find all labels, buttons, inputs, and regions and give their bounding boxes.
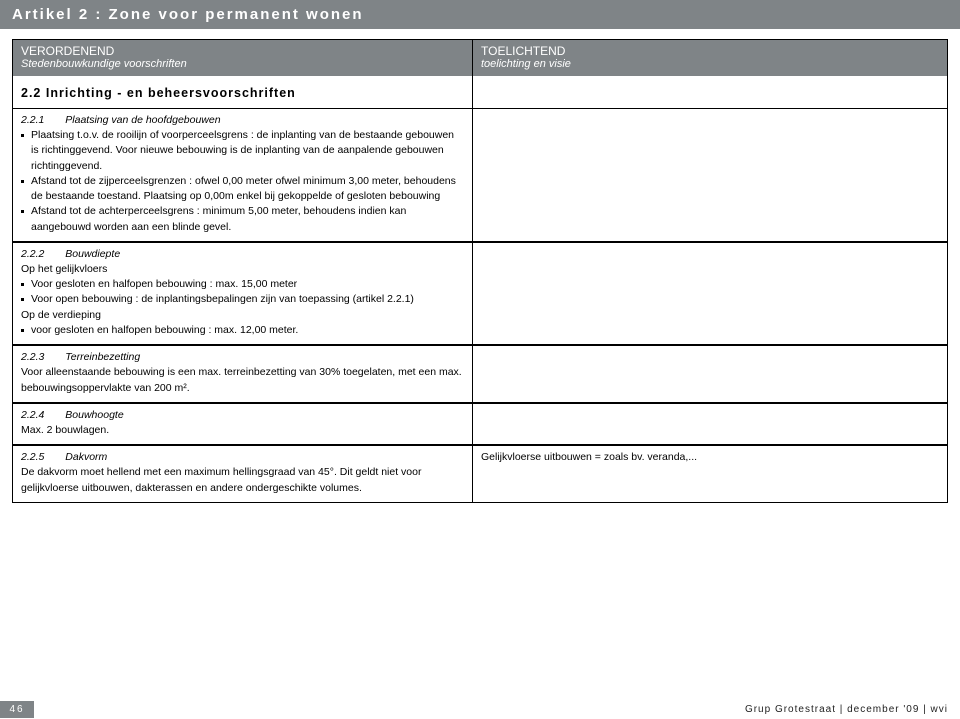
- header-right: TOELICHTEND toelichting en visie: [473, 40, 947, 76]
- cell-224-left: 2.2.4 Bouwhoogte Max. 2 bouwlagen.: [13, 404, 473, 444]
- header-left: VERORDENEND Stedenbouwkundige voorschrif…: [13, 40, 473, 76]
- sub-222-num: 2.2.2: [21, 248, 44, 260]
- cell-221-left: 2.2.1 Plaatsing van de hoofdgebouwen Pla…: [13, 109, 473, 241]
- list-item: Plaatsing t.o.v. de rooilijn of voorperc…: [21, 128, 464, 174]
- header-right-sub: toelichting en visie: [481, 58, 939, 70]
- page-footer: 46 Grup Grotestraat | december '09 | wvi: [0, 699, 960, 719]
- list-item: voor gesloten en halfopen bebouwing : ma…: [21, 323, 464, 338]
- sub-222-list2: voor gesloten en halfopen bebouwing : ma…: [21, 323, 464, 338]
- section-heading-right: [473, 76, 947, 108]
- row-223: 2.2.3 Terreinbezetting Voor alleenstaand…: [13, 345, 947, 403]
- sub-221-list: Plaatsing t.o.v. de rooilijn of voorperc…: [21, 128, 464, 235]
- cell-222-left: 2.2.2 Bouwdiepte Op het gelijkvloers Voo…: [13, 243, 473, 344]
- sub-225-heading: 2.2.5 Dakvorm: [21, 450, 464, 465]
- row-225: 2.2.5 Dakvorm De dakvorm moet hellend me…: [13, 445, 947, 503]
- sub-223-heading: 2.2.3 Terreinbezetting: [21, 350, 464, 365]
- sub-224-num: 2.2.4: [21, 409, 44, 421]
- cell-225-left: 2.2.5 Dakvorm De dakvorm moet hellend me…: [13, 446, 473, 502]
- sub-222-heading: 2.2.2 Bouwdiepte: [21, 247, 464, 262]
- page-number: 46: [0, 701, 34, 718]
- sub-225-body: De dakvorm moet hellend met een maximum …: [21, 465, 464, 495]
- cell-225-right: Gelijkvloerse uitbouwen = zoals bv. vera…: [473, 446, 947, 502]
- cell-222-right: [473, 243, 947, 344]
- sub-225-num: 2.2.5: [21, 451, 44, 463]
- sub-223-body: Voor alleenstaande bebouwing is een max.…: [21, 365, 464, 395]
- header-left-title: VERORDENEND: [21, 44, 464, 58]
- sub-223-num: 2.2.3: [21, 351, 44, 363]
- sub-221-heading: 2.2.1 Plaatsing van de hoofdgebouwen: [21, 113, 464, 128]
- section-heading-row: 2.2 Inrichting - en beheersvoorschriften: [13, 76, 947, 108]
- section-heading: 2.2 Inrichting - en beheersvoorschriften: [21, 80, 464, 102]
- cell-221-right: [473, 109, 947, 241]
- regulation-table: VERORDENEND Stedenbouwkundige voorschrif…: [12, 39, 948, 503]
- cell-224-right: [473, 404, 947, 444]
- sub-222-title: Bouwdiepte: [47, 248, 120, 260]
- header-right-title: TOELICHTEND: [481, 44, 939, 58]
- sub-221-title: Plaatsing van de hoofdgebouwen: [47, 114, 220, 126]
- list-item: Afstand tot de achterperceelsgrens : min…: [21, 204, 464, 234]
- sub-224-title: Bouwhoogte: [47, 409, 123, 421]
- table-header-row: VERORDENEND Stedenbouwkundige voorschrif…: [13, 40, 947, 76]
- cell-223-right: [473, 346, 947, 402]
- row-222: 2.2.2 Bouwdiepte Op het gelijkvloers Voo…: [13, 242, 947, 345]
- sub-222-p2: Op de verdieping: [21, 308, 464, 323]
- cell-223-left: 2.2.3 Terreinbezetting Voor alleenstaand…: [13, 346, 473, 402]
- row-224: 2.2.4 Bouwhoogte Max. 2 bouwlagen.: [13, 403, 947, 445]
- sub-221-num: 2.2.1: [21, 114, 44, 126]
- list-item: Voor gesloten en halfopen bebouwing : ma…: [21, 277, 464, 292]
- row-221: 2.2.1 Plaatsing van de hoofdgebouwen Pla…: [13, 108, 947, 242]
- section-heading-cell: 2.2 Inrichting - en beheersvoorschriften: [13, 76, 473, 108]
- sub-223-title: Terreinbezetting: [47, 351, 140, 363]
- footer-text: Grup Grotestraat | december '09 | wvi: [34, 704, 960, 715]
- sub-224-heading: 2.2.4 Bouwhoogte: [21, 408, 464, 423]
- sub-224-body: Max. 2 bouwlagen.: [21, 423, 464, 438]
- list-item: Voor open bebouwing : de inplantingsbepa…: [21, 292, 464, 307]
- list-item: Afstand tot de zijperceelsgrenzen : ofwe…: [21, 174, 464, 204]
- sub-222-list1: Voor gesloten en halfopen bebouwing : ma…: [21, 277, 464, 307]
- sub-222-p1: Op het gelijkvloers: [21, 262, 464, 277]
- sub-225-title: Dakvorm: [47, 451, 107, 463]
- header-left-sub: Stedenbouwkundige voorschriften: [21, 58, 464, 70]
- article-title: Artikel 2 : Zone voor permanent wonen: [0, 0, 960, 29]
